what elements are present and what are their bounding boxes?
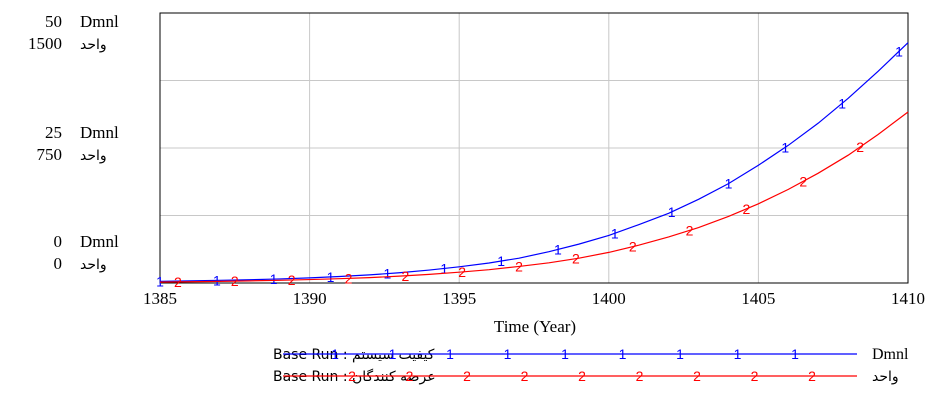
series-marker-2: 2	[686, 222, 694, 238]
y-tick-value: 750	[37, 145, 63, 164]
legend-marker: 2	[578, 368, 586, 384]
series-marker-2: 2	[231, 273, 239, 289]
legend-marker: 1	[331, 346, 339, 362]
legend-marker: 2	[463, 368, 471, 384]
legend-marker: 2	[636, 368, 644, 384]
x-tick-label: 1395	[442, 289, 476, 308]
legend-marker: 1	[389, 346, 397, 362]
legend-marker: 1	[734, 346, 742, 362]
y-tick-unit: واحد	[80, 257, 107, 273]
x-tick-label: 1385	[143, 289, 177, 308]
series-marker-1: 1	[327, 269, 335, 285]
series-line-2	[159, 111, 909, 283]
legend-marker: 1	[561, 346, 569, 362]
x-axis-label: Time (Year)	[494, 317, 576, 336]
series-marker-2: 2	[401, 268, 409, 284]
series-line-1	[159, 42, 909, 282]
legend-marker: 1	[676, 346, 684, 362]
series-marker-2: 2	[572, 251, 580, 267]
legend-marker: 2	[808, 368, 816, 384]
legend-marker: 1	[504, 346, 512, 362]
y-tick-unit: واحد	[80, 37, 107, 53]
series-marker-1: 1	[895, 43, 903, 59]
series-marker-1: 1	[668, 204, 676, 220]
series-marker-2: 2	[799, 173, 807, 189]
series-marker-2: 2	[856, 139, 864, 155]
series-marker-1: 1	[270, 271, 278, 287]
legend-marker: 1	[446, 346, 454, 362]
series-marker-1: 1	[725, 176, 733, 192]
x-tick-label: 1410	[891, 289, 925, 308]
series-marker-2: 2	[174, 274, 182, 290]
legend-marker: 1	[619, 346, 627, 362]
y-tick-value: 50	[45, 12, 62, 31]
series-marker-1: 1	[156, 273, 164, 289]
series-marker-1: 1	[611, 225, 619, 241]
series-marker-1: 1	[383, 266, 391, 282]
series-marker-1: 1	[440, 260, 448, 276]
series-marker-1: 1	[838, 95, 846, 111]
series-marker-2: 2	[345, 270, 353, 286]
y-tick-unit: Dmnl	[80, 12, 119, 31]
x-tick-label: 1400	[592, 289, 626, 308]
y-tick-unit: واحد	[80, 148, 107, 164]
legend-marker: 2	[406, 368, 414, 384]
series-marker-2: 2	[743, 201, 751, 217]
series-marker-2: 2	[458, 264, 466, 280]
legend-unit: واحد	[872, 369, 899, 385]
series-marker-1: 1	[497, 253, 505, 269]
grid-layer	[160, 13, 908, 283]
y-tick-value: 0	[54, 232, 63, 251]
legend-marker: 2	[693, 368, 701, 384]
legend-marker: 2	[751, 368, 759, 384]
legend-marker: 2	[348, 368, 356, 384]
tick-layer: 1385 1390 1395 1400 1405 1410 50 Dmnl 25 Dmnl 0 Dmn…	[28, 12, 925, 308]
y-tick-unit: Dmnl	[80, 123, 119, 142]
series-marker-2: 2	[629, 239, 637, 255]
y-tick-value: 25	[45, 123, 62, 142]
x-tick-label: 1390	[293, 289, 327, 308]
x-tick-label: 1405	[741, 289, 775, 308]
y-tick-value: 1500	[28, 34, 62, 53]
y-tick-unit: Dmnl	[80, 232, 119, 251]
series-marker-2: 2	[515, 258, 523, 274]
legend-unit: Dmnl	[872, 346, 909, 363]
y-tick-value: 0	[54, 254, 63, 273]
legend-name: کیفیت سیستم : Base Run	[273, 347, 435, 363]
series-marker-1: 1	[781, 139, 789, 155]
plot-frame	[159, 12, 909, 284]
series-marker-2: 2	[288, 272, 296, 288]
legend-marker: 1	[791, 346, 799, 362]
series-marker-1: 1	[554, 241, 562, 257]
series-marker-1: 1	[213, 272, 221, 288]
legend-marker: 2	[521, 368, 529, 384]
